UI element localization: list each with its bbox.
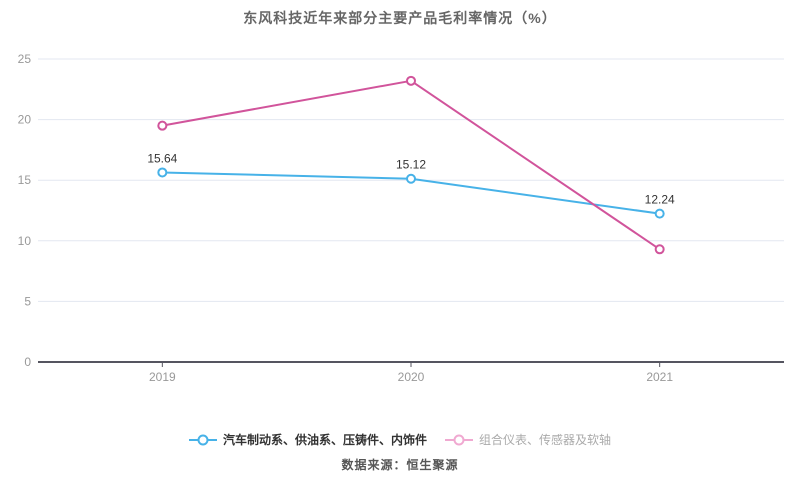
data-source-note: 数据来源：恒生聚源: [341, 458, 459, 472]
x-axis-tick-label: 2020: [398, 370, 425, 384]
legend-label-series1: 汽车制动系、供油系、压铸件、内饰件: [222, 433, 427, 447]
chart-title: 东风科技近年来部分主要产品毛利率情况（%）: [243, 10, 557, 26]
x-axis-tick-label: 2021: [646, 370, 673, 384]
line-circle-marker-icon: [188, 434, 217, 445]
y-axis-tick-label: 5: [24, 294, 31, 308]
y-axis-tick-label: 0: [24, 355, 31, 369]
line-circle-marker-icon: [445, 434, 473, 445]
series-2-point-2019[interactable]: [157, 120, 168, 131]
series-1-point-2020[interactable]: [406, 173, 416, 184]
line-chart-plot-area: 0 5 10 15 20 25 2019 2020 2021 15.64 15.12 12.24: [18, 52, 784, 384]
y-axis-tick-label: 25: [18, 52, 32, 66]
x-axis-tick-label: 2019: [149, 370, 176, 384]
data-label: 12.24: [645, 193, 675, 207]
series-1-point-2021[interactable]: [654, 208, 665, 219]
legend-item-series2[interactable]: 组合仪表、传感器及软轴: [445, 431, 611, 448]
series-2-point-2021[interactable]: [654, 244, 665, 255]
legend-label-series2: 组合仪表、传感器及软轴: [479, 433, 612, 447]
data-label: 15.12: [396, 158, 426, 172]
y-axis-tick-label: 20: [18, 113, 32, 127]
legend-item-series1[interactable]: 汽车制动系、供油系、压铸件、内饰件: [188, 431, 427, 448]
y-axis-tick-label: 15: [18, 173, 32, 187]
series-2-point-2020[interactable]: [406, 75, 416, 86]
series-1-point-2019[interactable]: [157, 167, 168, 178]
legend: 汽车制动系、供油系、压铸件、内饰件 组合仪表、传感器及软轴: [0, 431, 800, 448]
y-axis-tick-label: 10: [18, 234, 32, 248]
data-label: 15.64: [147, 151, 177, 165]
